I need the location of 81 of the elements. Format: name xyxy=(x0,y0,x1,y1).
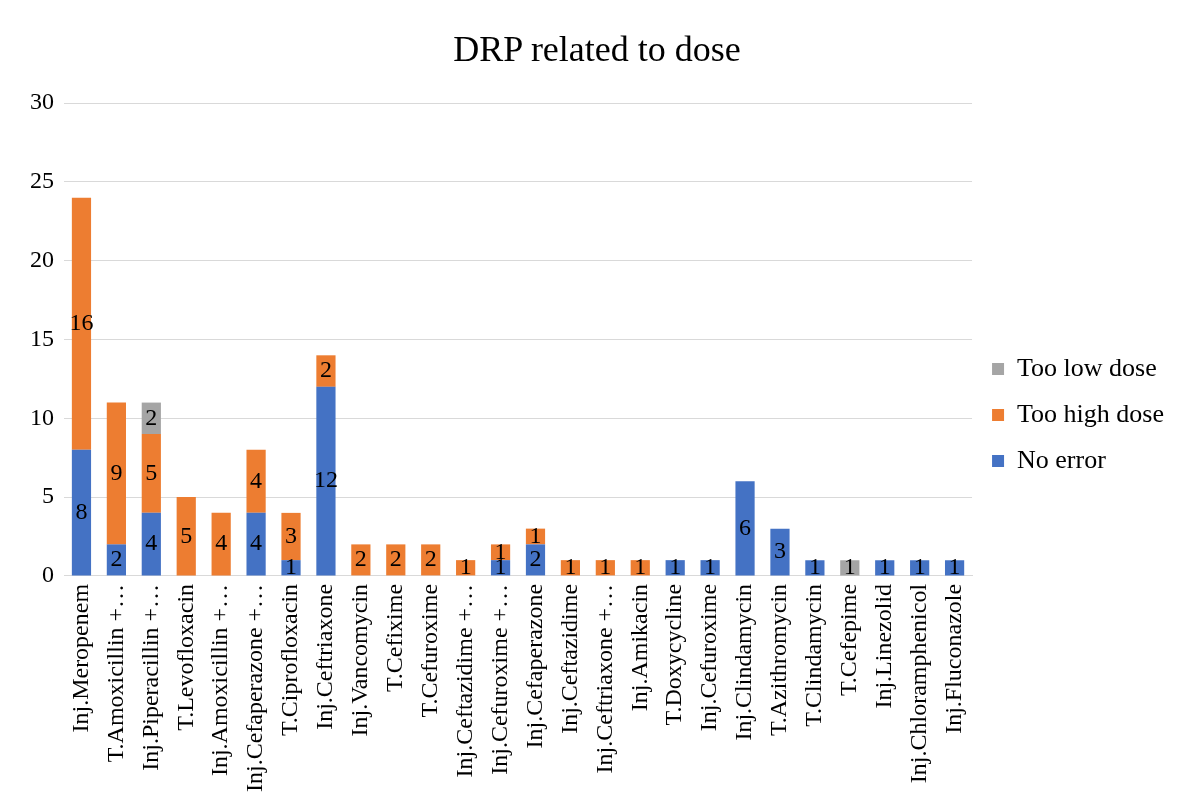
bar xyxy=(71,197,92,450)
x-tick-label: Inj.Ceftazidime xyxy=(555,583,582,734)
bar xyxy=(281,512,301,561)
data-label: 1 xyxy=(599,553,612,580)
x-tick-label: Inj.Ceftriaxone +… xyxy=(590,583,617,774)
x-tick-label: T.Cefepime xyxy=(835,583,862,697)
bar xyxy=(316,386,336,576)
data-label: 3 xyxy=(285,521,298,548)
x-tick-label: Inj.Piperacillin +… xyxy=(136,583,163,771)
data-label: 2 xyxy=(389,545,402,572)
x-tick-label: T.Ciprofloxacin xyxy=(276,583,303,737)
data-label: 2 xyxy=(145,403,158,430)
y-tick-label: 15 xyxy=(30,324,54,351)
x-tick-label: Inj.Chloramphenicol xyxy=(904,583,931,784)
y-tick-label: 20 xyxy=(30,246,54,273)
bar xyxy=(770,528,790,576)
x-tick-label: Inj.Ceftriaxone xyxy=(311,583,338,730)
data-label: 1 xyxy=(704,553,717,580)
data-label: 1 xyxy=(459,553,472,580)
data-label: 2 xyxy=(424,545,437,572)
data-label: 1 xyxy=(808,553,821,580)
data-label: 1 xyxy=(878,553,891,580)
data-label: 2 xyxy=(110,545,123,572)
x-tick-label: Inj.Vancomycin xyxy=(346,583,373,737)
data-label: 1 xyxy=(669,553,682,580)
x-tick-label: Inj.Cefuroxime +… xyxy=(485,583,512,775)
data-label: 8 xyxy=(75,497,88,524)
x-tick-label: T.Clindamycin xyxy=(800,583,827,727)
x-tick-label: Inj.Ceftazidime +… xyxy=(450,583,477,778)
data-label: 1 xyxy=(529,521,542,548)
data-label: 1 xyxy=(913,553,926,580)
data-label: 5 xyxy=(180,521,193,548)
data-label: 9 xyxy=(110,458,123,485)
legend-label: Too high dose xyxy=(1017,398,1164,428)
data-label: 4 xyxy=(215,529,228,556)
bar xyxy=(141,434,161,513)
legend-label: No error xyxy=(1017,444,1107,474)
x-tick-label: T.Doxycycline xyxy=(660,583,687,726)
bar xyxy=(735,481,755,576)
x-tick-label: Inj.Meropenem xyxy=(66,583,93,733)
bar xyxy=(211,512,231,576)
data-label: 6 xyxy=(739,513,752,540)
data-label: 2 xyxy=(529,545,542,572)
data-label: 1 xyxy=(843,553,856,580)
bar xyxy=(246,449,266,513)
bar xyxy=(176,497,196,576)
x-tick-label: Inj.Cefaperazone +… xyxy=(241,583,268,793)
data-label: 5 xyxy=(145,458,158,485)
x-tick-label: Inj.Amikacin xyxy=(625,583,652,712)
legend-label: Too low dose xyxy=(1017,352,1157,382)
y-tick-label: 25 xyxy=(30,167,54,194)
bar xyxy=(141,512,161,576)
bar xyxy=(106,402,126,545)
y-tick-label: 5 xyxy=(42,482,54,509)
x-tick-label: Inj.Cefuroxime xyxy=(695,583,722,732)
x-tick-label: T.Cefuroxime xyxy=(416,583,443,718)
x-tick-label: Inj.Fluconazole xyxy=(939,583,966,734)
y-tick-label: 30 xyxy=(30,88,54,115)
x-tick-label: Inj.Cefaperazone xyxy=(520,583,547,749)
y-tick-label: 0 xyxy=(42,561,54,588)
data-label: 1 xyxy=(634,553,647,580)
x-tick-label: Inj.Amoxicillin +… xyxy=(206,583,233,777)
x-tick-label: Inj.Clindamycin xyxy=(730,583,757,741)
x-tick-label: T.Levofloxacin xyxy=(171,583,198,731)
chart-title: DRP related to dose xyxy=(453,29,741,70)
data-label: 4 xyxy=(250,466,263,493)
data-label: 4 xyxy=(145,529,158,556)
x-tick-label: T.Azithromycin xyxy=(765,583,792,737)
x-tick-label: T.Cefixime xyxy=(381,583,408,693)
data-label: 2 xyxy=(354,545,367,572)
data-label: 3 xyxy=(773,537,786,564)
data-label: 1 xyxy=(564,553,577,580)
data-label: 1 xyxy=(285,553,298,580)
bar xyxy=(71,449,92,576)
bar xyxy=(246,512,266,576)
data-label: 1 xyxy=(948,553,961,580)
x-tick-label: Inj.Linezolid xyxy=(870,583,897,709)
x-tick-label: T.Amoxicillin +… xyxy=(101,583,128,763)
data-label: 2 xyxy=(319,356,332,383)
data-label: 4 xyxy=(250,529,263,556)
y-tick-label: 10 xyxy=(30,403,54,430)
